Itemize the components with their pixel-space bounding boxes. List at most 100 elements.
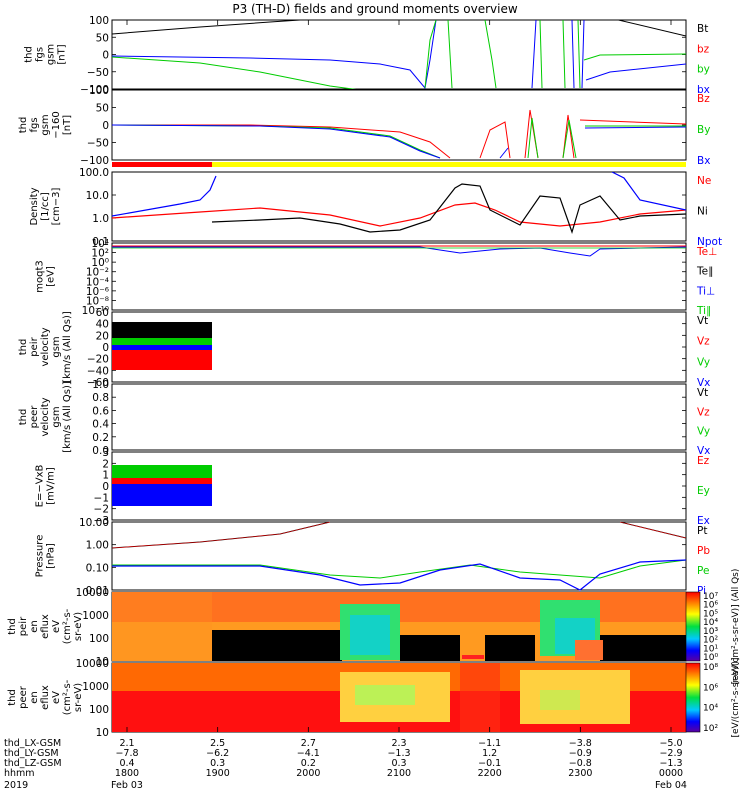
legend-label: Ey: [697, 485, 710, 497]
legend-label: Vx: [697, 445, 710, 457]
pi-trace: [112, 559, 687, 591]
colorbar-tick: 10⁷: [703, 592, 718, 602]
legend-label: Ex: [697, 515, 710, 527]
status-bar-yellow: [212, 162, 686, 167]
ytick-label: 100: [89, 15, 109, 27]
ytick-label: −100: [80, 84, 109, 96]
ytick-label: 2: [102, 458, 109, 470]
legend-label: Vx: [697, 377, 710, 389]
colorbar-tick: 10¹: [703, 644, 718, 654]
yaxis-label: thdpeerenefluxeV(cm²-s-sr-eV): [7, 679, 84, 715]
ytick-label: 0.6: [92, 405, 109, 417]
panel-frame: [111, 383, 687, 451]
panel-3: 100.0 10.0 1.0 0.1 Density[1/cc][cm−3] Ne Ni Np…: [29, 167, 722, 248]
colorbar-tick: 10⁶: [703, 601, 718, 611]
ytick-label: 3: [102, 447, 109, 459]
ephemeris-value: −0.8: [569, 758, 592, 769]
colorbar-tick: 10⁸: [703, 663, 718, 673]
legend-label: Vz: [697, 336, 710, 348]
panel-8: 10.00 1.00 0.10 0.01 Pressure[nPa] Pt Pb Pe Pi: [35, 517, 711, 597]
yaxis-label: Pressure[nPa]: [35, 535, 57, 578]
yaxis-label: Density[1/cc][cm−3]: [29, 187, 62, 225]
colorbar-label: [eV/(cm²-s-sr-eV)]: [731, 657, 741, 737]
legend-label: Vt: [697, 315, 708, 327]
legend-label: Te⊥: [696, 246, 717, 258]
legend-label: Bx: [697, 155, 710, 167]
ytick-label: 0.4: [92, 419, 109, 431]
ytick-label: 1000: [82, 610, 109, 622]
ez-noise: [112, 478, 212, 484]
ytick-label: 0.01: [86, 585, 109, 597]
panel-6: 1.00.80.6 0.40.20.0 thdpeervelocitygsm[km/…: [18, 379, 710, 457]
ytick-label: 100.0: [79, 167, 109, 179]
legend-label: Ni: [697, 206, 708, 218]
vz-noise: [112, 350, 212, 370]
ephemeris-value: 1900: [206, 768, 230, 779]
ephemeris-value: 0.3: [210, 758, 225, 769]
legend-label: Bt: [697, 23, 708, 35]
ephemeris-value: 2.5: [210, 738, 225, 749]
date-end-label: Feb 04: [655, 780, 687, 791]
ytick-label: 10000: [76, 587, 109, 599]
ytick-label: 0: [102, 50, 109, 62]
ytick-label: −50: [87, 67, 109, 79]
ytick-label: −20: [87, 354, 109, 366]
panel-frame: [111, 19, 687, 90]
ephemeris-value: 0000: [659, 768, 683, 779]
ytick-label: 10: [96, 727, 109, 739]
legend-label: Npot: [697, 236, 722, 248]
ephemeris-value: 2000: [296, 768, 320, 779]
ytick-label: 0.2: [92, 432, 109, 444]
ephemeris-value: −7.8: [115, 748, 138, 759]
ytick-label: −1: [94, 492, 109, 504]
ephemeris-value: 0.2: [301, 758, 316, 769]
ephemeris-value: 0.4: [119, 758, 134, 769]
by-trace-3: [112, 117, 686, 159]
legend-label: Te∥: [696, 266, 713, 278]
ytick-label: 0.10: [86, 562, 109, 574]
colorbar-tick: 10²: [703, 636, 718, 646]
ytick-label: 10²: [91, 248, 109, 260]
bz-trace-2: [112, 109, 686, 159]
panel-frame: [111, 171, 687, 242]
vt-noise: [112, 322, 212, 340]
pe-trace: [112, 559, 687, 579]
ytick-label: 10.0: [86, 190, 109, 202]
legend-label: bx: [697, 84, 710, 96]
ni-trace: [211, 183, 686, 234]
colorbar-label: [eV/(cm²-s-sr-eV)] (All Qs): [731, 569, 741, 685]
ephemeris-value: −0.9: [569, 748, 592, 759]
ephemeris-value: −2.9: [659, 748, 682, 759]
ytick-label: 1000: [82, 681, 109, 693]
npot-trace: [112, 172, 686, 217]
ytick-label: −50: [87, 138, 109, 150]
peir-spectrogram-image: [112, 592, 686, 661]
ytick-label: −3: [94, 515, 109, 527]
ephemeris-value: −1.3: [387, 748, 410, 759]
ephemeris-value: −5.0: [659, 738, 682, 749]
vx-noise: [112, 345, 212, 353]
ytick-label: 10⁻⁶: [86, 286, 109, 298]
ephemeris-value: −1.1: [478, 738, 501, 749]
ytick-label: 10.00: [79, 517, 109, 529]
ytick-label: 100: [89, 704, 109, 716]
ytick-label: 10⁻⁸: [86, 295, 109, 307]
colorbar-tick: 10⁵: [703, 609, 718, 619]
ex-noise: [112, 480, 212, 506]
ytick-label: 1.0: [92, 213, 109, 225]
ephemeris-value: 1.2: [482, 748, 497, 759]
ytick-label: 0: [102, 342, 109, 354]
ytick-label: 100: [89, 85, 109, 97]
ytick-label: 1.0: [92, 379, 109, 391]
legend-label: Pe: [697, 565, 709, 577]
ytick-label: 40: [96, 319, 109, 331]
legend-label: Ez: [697, 455, 710, 467]
ytick-label: 1: [102, 470, 109, 482]
ephemeris-value: 2300: [568, 768, 592, 779]
plot-title: P3 (TH-D) fields and ground moments over…: [232, 2, 517, 16]
legend-label: by: [697, 64, 710, 76]
legend-label: Ti∥: [696, 305, 711, 317]
